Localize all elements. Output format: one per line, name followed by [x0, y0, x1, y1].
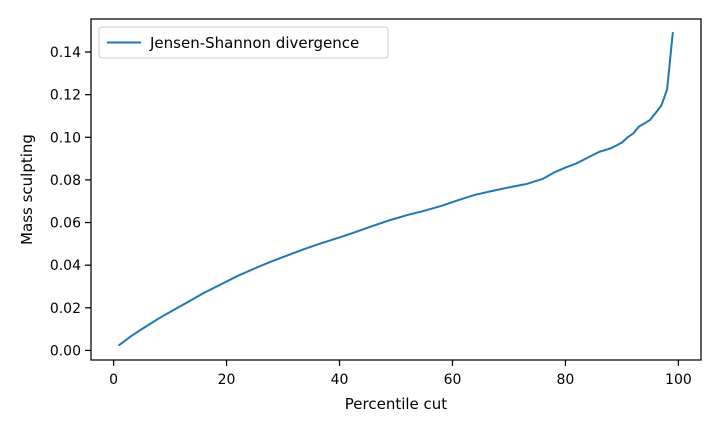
y-tick-label: 0.10 — [50, 130, 81, 146]
y-tick-label: 0.14 — [50, 45, 81, 61]
plot-frame — [90, 18, 702, 361]
y-tick-label: 0.12 — [50, 88, 81, 104]
x-tick-label: 80 — [557, 372, 575, 388]
x-tick-label: 60 — [444, 372, 462, 388]
x-tick-label: 0 — [109, 372, 118, 388]
y-tick-label: 0.08 — [50, 173, 81, 189]
series-layer — [118, 31, 674, 347]
plot-area — [91, 19, 701, 360]
y-axis-label: Mass sculpting — [18, 134, 36, 245]
y-tick-label: 0.00 — [50, 343, 81, 359]
y-tick-label: 0.02 — [50, 301, 81, 317]
legend-box — [98, 26, 389, 59]
legend-entry-label: Jensen-Shannon divergence — [149, 34, 359, 52]
y-tick-label: 0.06 — [50, 216, 81, 232]
ticks-layer: 0 20 40 60 80 100 0.00 0.02 0.04 0.06 0.08 0.10 0.12… — [50, 45, 692, 388]
x-tick-label: 40 — [331, 372, 349, 388]
legend: Jensen-Shannon divergence — [98, 26, 389, 59]
x-axis-label: Percentile cut — [345, 395, 448, 413]
x-tick-label: 100 — [665, 372, 692, 388]
series-line-0 — [118, 31, 674, 347]
y-tick-label: 0.04 — [50, 258, 81, 274]
x-tick-label: 20 — [218, 372, 236, 388]
